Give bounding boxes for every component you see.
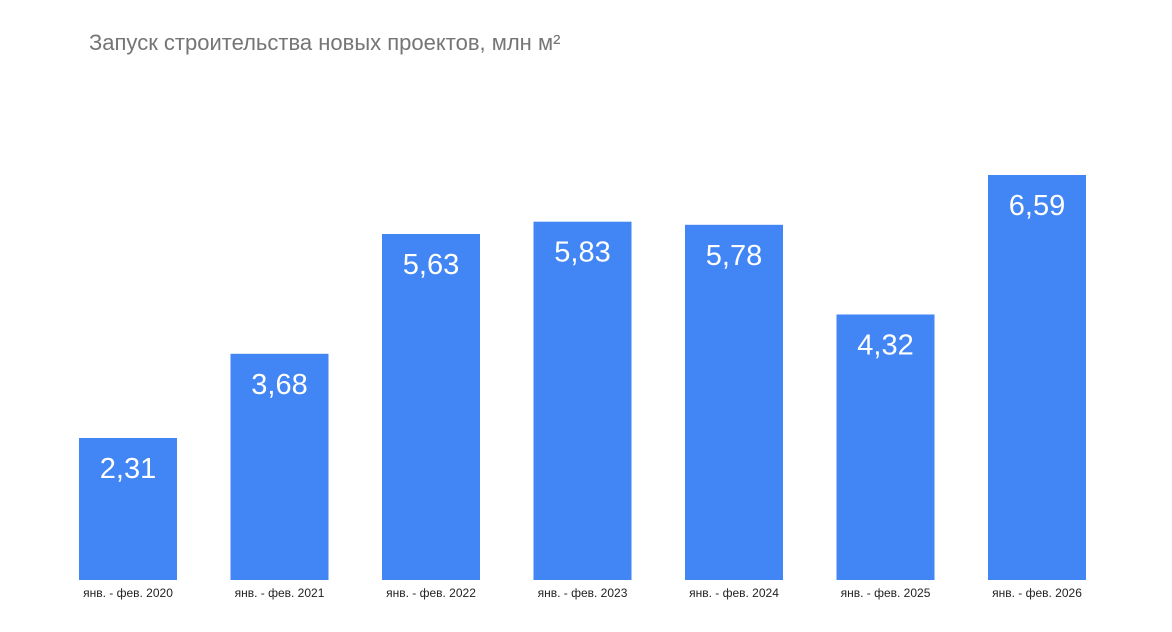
- bar-value-label-3: 5,63: [403, 249, 459, 281]
- value-labels-group: 2,31 3,68 5,63 5,83 5,78 4,32 6,59: [100, 190, 1065, 485]
- x-tick-label-7: янв. - фев. 2026: [992, 586, 1082, 600]
- bars-group: [79, 175, 1086, 581]
- bar-value-label-4: 5,83: [554, 237, 610, 269]
- bar-6: [836, 314, 935, 580]
- x-tick-label-2: янв. - фев. 2021: [235, 586, 325, 600]
- bar-4: [533, 221, 632, 580]
- x-tick-label-3: янв. - фев. 2022: [386, 586, 476, 600]
- x-tick-labels-group: янв. - фев. 2020 янв. - фев. 2021 янв. - ф…: [83, 586, 1082, 600]
- x-tick-label-1: янв. - фев. 2020: [83, 586, 173, 600]
- bar-value-label-7: 6,59: [1009, 190, 1065, 222]
- bar-value-label-2: 3,68: [251, 369, 307, 401]
- bar-5: [685, 224, 783, 581]
- x-tick-label-6: янв. - фев. 2025: [841, 586, 931, 600]
- bar-7: [988, 175, 1086, 580]
- bar-value-label-1: 2,31: [100, 453, 156, 485]
- bar-3: [382, 234, 480, 580]
- chart-title: Запуск строительства новых проектов, млн…: [89, 30, 561, 55]
- x-tick-label-4: янв. - фев. 2023: [538, 586, 628, 600]
- bar-1: [79, 438, 177, 580]
- bar-2: [230, 353, 329, 580]
- bar-value-label-5: 5,78: [706, 240, 762, 272]
- x-tick-label-5: янв. - фев. 2024: [689, 586, 779, 600]
- bar-value-label-6: 4,32: [857, 330, 913, 362]
